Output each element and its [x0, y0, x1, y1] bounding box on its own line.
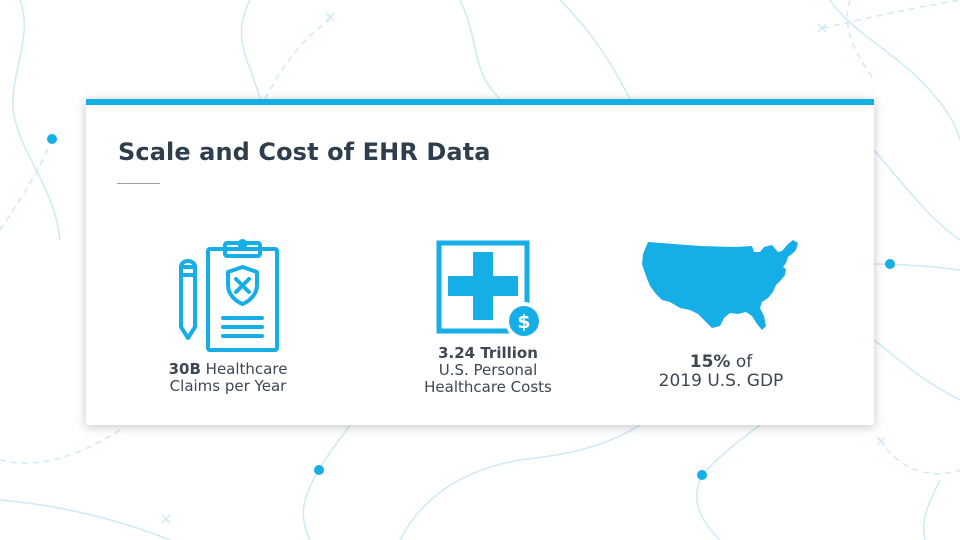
- title-underline: [117, 183, 160, 184]
- ehr-data-card: Scale and Cost of EHR Data: [86, 99, 874, 425]
- costs-line2: U.S. Personal: [438, 361, 538, 379]
- clipboard-shield-icon: [179, 239, 279, 352]
- claims-line1-suffix: Healthcare: [200, 360, 288, 378]
- card-title: Scale and Cost of EHR Data: [118, 138, 491, 166]
- claims-value: 30B: [168, 360, 201, 378]
- claims-label: 30B Healthcare Claims per Year: [138, 361, 318, 395]
- medical-cross-dollar-icon: $: [436, 240, 543, 339]
- claims-line2: Claims per Year: [169, 377, 287, 395]
- gdp-line2: 2019 U.S. GDP: [658, 371, 784, 391]
- gdp-label: 15% of 2019 U.S. GDP: [626, 353, 816, 391]
- costs-value: 3.24 Trillion: [438, 344, 538, 362]
- costs-line3: Healthcare Costs: [424, 378, 552, 396]
- svg-text:$: $: [517, 311, 530, 333]
- costs-label: 3.24 Trillion U.S. Personal Healthcare C…: [388, 345, 588, 396]
- gdp-value: 15%: [689, 352, 731, 372]
- us-map-icon: [642, 240, 798, 330]
- gdp-line1-suffix: of: [730, 352, 753, 372]
